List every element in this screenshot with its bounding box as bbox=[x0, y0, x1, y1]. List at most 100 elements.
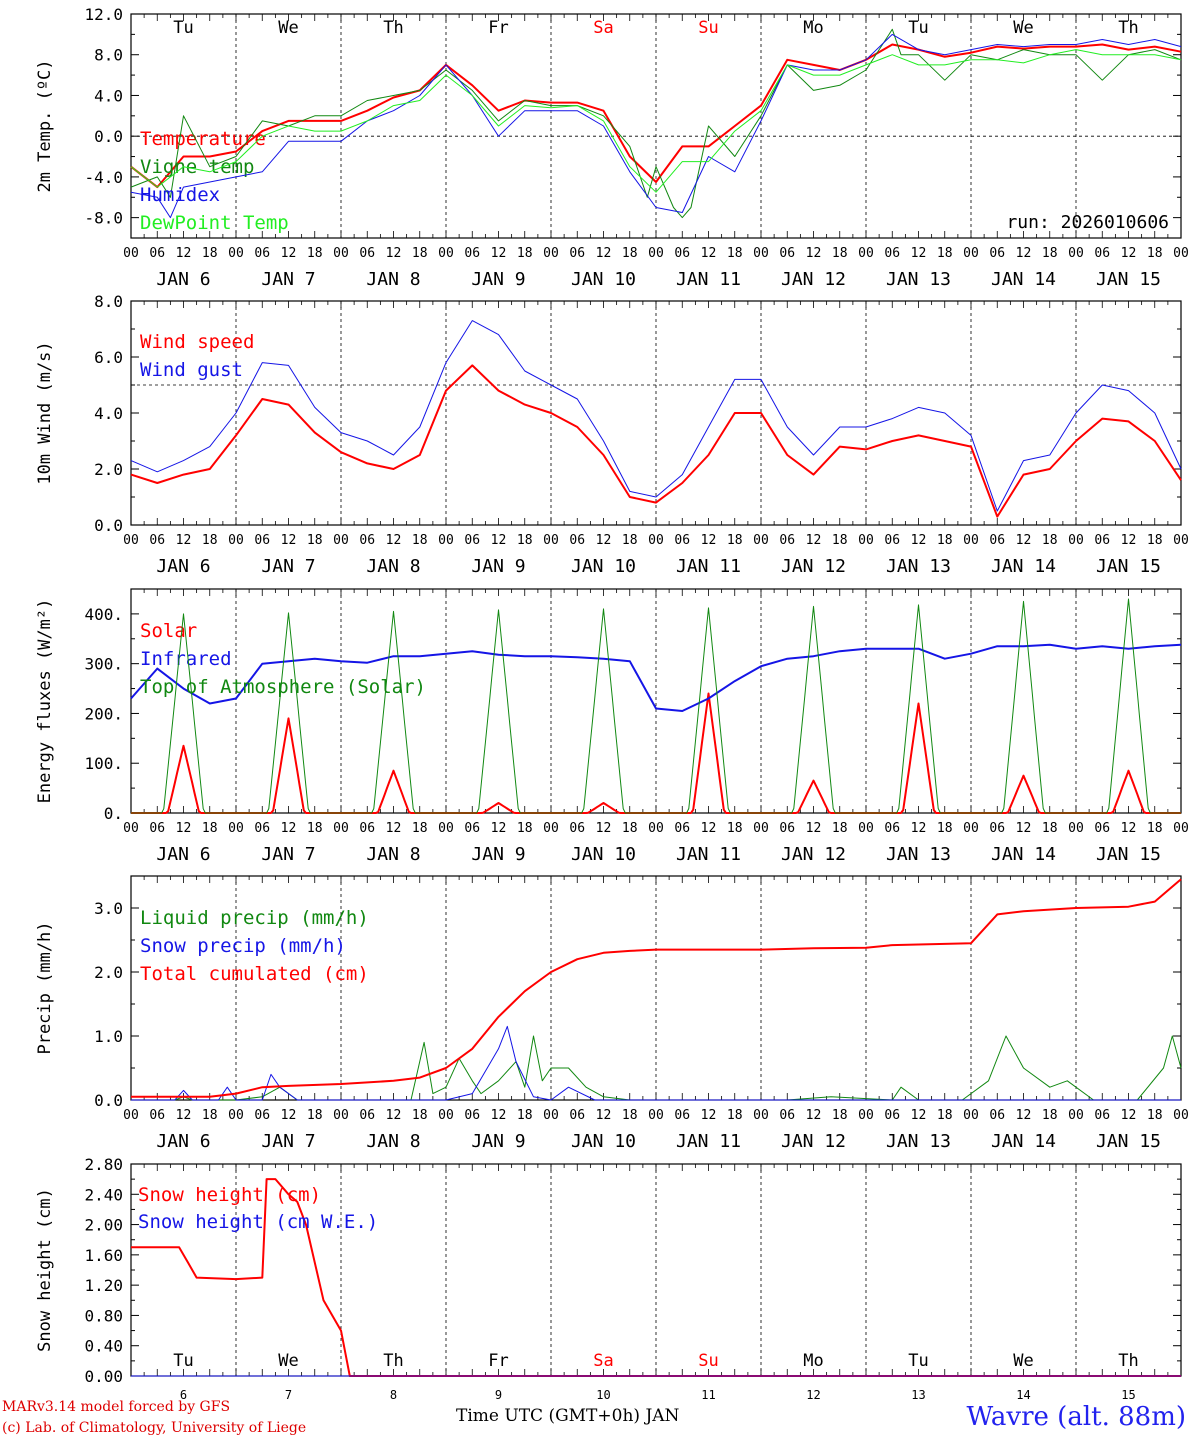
hour-tick-label: 18 bbox=[1147, 246, 1163, 261]
hour-tick-label: 00 bbox=[1068, 1108, 1084, 1123]
hour-tick-label: 12 bbox=[1121, 246, 1137, 261]
hour-tick-label: 06 bbox=[989, 1108, 1005, 1123]
hour-tick-label: 00 bbox=[438, 246, 454, 261]
hour-tick-label: 18 bbox=[1042, 821, 1058, 836]
y-tick-label: 2.0 bbox=[94, 963, 123, 982]
weekday-label: We bbox=[1013, 18, 1033, 38]
y-tick-label: 0.00 bbox=[84, 1367, 123, 1386]
hour-tick-label: 18 bbox=[937, 246, 953, 261]
hour-tick-label: 06 bbox=[464, 533, 480, 548]
legend-entry: Snow precip (mm/h) bbox=[140, 935, 346, 957]
hour-tick-label: 06 bbox=[674, 533, 690, 548]
hour-tick-label: 00 bbox=[123, 533, 139, 548]
hour-tick-label: 06 bbox=[884, 246, 900, 261]
hour-tick-label: 06 bbox=[359, 821, 375, 836]
hour-tick-label: 00 bbox=[648, 246, 664, 261]
series-line-precip-2 bbox=[131, 878, 1182, 1098]
date-label: JAN 11 bbox=[676, 269, 741, 290]
hour-tick-label: 12 bbox=[176, 533, 192, 548]
hour-tick-label: 00 bbox=[648, 533, 664, 548]
hour-tick-label: 00 bbox=[753, 821, 769, 836]
hour-tick-label: 18 bbox=[412, 533, 428, 548]
hour-tick-label: 06 bbox=[149, 533, 165, 548]
hour-tick-label: 18 bbox=[727, 821, 743, 836]
hour-tick-label: 00 bbox=[123, 246, 139, 261]
y-tick-label: 8.0 bbox=[94, 46, 123, 65]
y-tick-label: 4.0 bbox=[94, 404, 123, 423]
hour-tick-label: 12 bbox=[176, 1108, 192, 1123]
hour-tick-label: 00 bbox=[333, 821, 349, 836]
date-label: JAN 9 bbox=[471, 1131, 525, 1152]
y-tick-label: 0.80 bbox=[84, 1306, 123, 1325]
hour-tick-label: 00 bbox=[1068, 246, 1084, 261]
hour-tick-label: 12 bbox=[491, 1108, 507, 1123]
date-label: JAN 14 bbox=[991, 556, 1056, 577]
date-label: JAN 14 bbox=[991, 1131, 1056, 1152]
hour-tick-label: 12 bbox=[1016, 1108, 1032, 1123]
hour-tick-label: 18 bbox=[622, 246, 638, 261]
hour-tick-label: 06 bbox=[1094, 246, 1110, 261]
hour-tick-label: 12 bbox=[386, 533, 402, 548]
hour-tick-label: 06 bbox=[674, 1108, 690, 1123]
hour-tick-label: 06 bbox=[359, 246, 375, 261]
hour-tick-label: 06 bbox=[149, 246, 165, 261]
series-line-snow-0 bbox=[131, 1178, 1181, 1377]
hour-tick-label: 18 bbox=[727, 246, 743, 261]
hour-tick-label: 18 bbox=[412, 821, 428, 836]
series-line-temperature-3 bbox=[130, 49, 1182, 193]
legend-entry: Snow height (cm W.E.) bbox=[138, 1211, 378, 1233]
y-tick-label: 300. bbox=[84, 655, 123, 674]
hour-tick-label: 12 bbox=[281, 533, 297, 548]
date-label: JAN 8 bbox=[366, 1131, 420, 1152]
hour-tick-label: 00 bbox=[858, 533, 874, 548]
hour-tick-label: 06 bbox=[359, 1108, 375, 1123]
date-label: JAN 10 bbox=[571, 269, 636, 290]
hour-tick-label: 00 bbox=[438, 821, 454, 836]
plot-frame-energy bbox=[130, 588, 1182, 814]
hour-tick-label: 18 bbox=[1042, 246, 1058, 261]
y-tick-label: -4.0 bbox=[84, 168, 123, 187]
hour-tick-label: 12 bbox=[281, 1108, 297, 1123]
hour-tick-label: 00 bbox=[963, 246, 979, 261]
date-label: JAN 12 bbox=[781, 1131, 846, 1152]
y-tick-label: 2.0 bbox=[94, 460, 123, 479]
weekday-label: Fr bbox=[488, 1351, 508, 1371]
hour-tick-label: 06 bbox=[254, 246, 270, 261]
date-label: JAN 9 bbox=[471, 844, 525, 865]
y-axis-label-energy: Energy fluxes (W/m²) bbox=[35, 599, 55, 804]
weekday-label: Th bbox=[383, 1351, 403, 1371]
weekday-label: Th bbox=[1118, 18, 1138, 38]
hour-tick-label: 12 bbox=[491, 246, 507, 261]
weekday-label: We bbox=[278, 18, 298, 38]
day-number-label: 7 bbox=[285, 1388, 292, 1402]
legend-entry: Snow height (cm) bbox=[138, 1184, 321, 1206]
legend-entry: Solar bbox=[140, 620, 197, 642]
hour-tick-label: 12 bbox=[806, 246, 822, 261]
hour-tick-label: 06 bbox=[674, 246, 690, 261]
y-tick-label: 1.20 bbox=[84, 1276, 123, 1295]
weekday-label: Tu bbox=[173, 1351, 193, 1371]
hour-tick-label: 12 bbox=[701, 533, 717, 548]
hour-tick-label: 06 bbox=[779, 533, 795, 548]
hour-tick-label: 06 bbox=[254, 1108, 270, 1123]
legend-entry: Humidex bbox=[140, 184, 220, 206]
hour-tick-label: 18 bbox=[517, 246, 533, 261]
hour-tick-label: 18 bbox=[307, 533, 323, 548]
credit-line-1: MARv3.14 model forced by GFS bbox=[2, 1399, 231, 1415]
hour-tick-label: 18 bbox=[412, 246, 428, 261]
date-label: JAN 13 bbox=[886, 1131, 951, 1152]
hour-tick-label: 00 bbox=[963, 1108, 979, 1123]
series-line-wind-1 bbox=[130, 320, 1182, 512]
hour-tick-label: 18 bbox=[832, 533, 848, 548]
hour-tick-label: 12 bbox=[491, 821, 507, 836]
hour-tick-label: 18 bbox=[307, 821, 323, 836]
y-tick-label: -8.0 bbox=[84, 209, 123, 228]
weekday-label: Th bbox=[1118, 1351, 1138, 1371]
hour-tick-label: 06 bbox=[254, 533, 270, 548]
time-axis-label: Time UTC (GMT+0h) JAN bbox=[456, 1406, 680, 1426]
hour-tick-label: 12 bbox=[1016, 533, 1032, 548]
date-label: JAN 13 bbox=[886, 269, 951, 290]
hour-tick-label: 06 bbox=[149, 821, 165, 836]
series-line-energy-2 bbox=[131, 598, 1181, 814]
hour-tick-label: 12 bbox=[806, 1108, 822, 1123]
